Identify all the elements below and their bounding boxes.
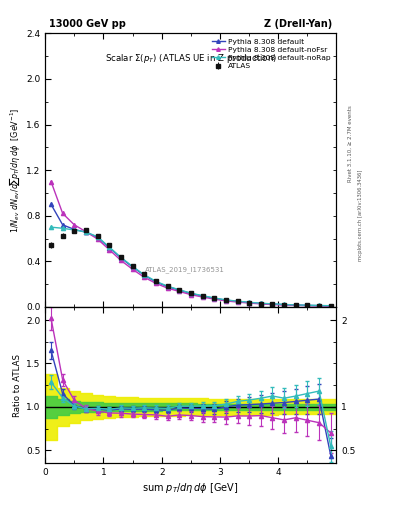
Pythia 8.308 default-noFsr (224, 298, 228, 304)
Pythia 8.308 default-noRap (317, 303, 321, 309)
Pythia 8.308 default-noFsr (165, 285, 170, 291)
Pythia 8.308 default (142, 272, 147, 279)
Pythia 8.308 default (177, 287, 182, 293)
Text: Z (Drell-Yan): Z (Drell-Yan) (264, 18, 332, 29)
Text: ATLAS_2019_I1736531: ATLAS_2019_I1736531 (145, 266, 225, 273)
Pythia 8.308 default (317, 303, 321, 309)
Pythia 8.308 default-noFsr (282, 302, 286, 308)
Pythia 8.308 default (72, 226, 77, 232)
Pythia 8.308 default-noFsr (107, 247, 112, 253)
Pythia 8.308 default-noFsr (200, 294, 205, 300)
Pythia 8.308 default (294, 302, 298, 308)
Pythia 8.308 default-noRap (224, 297, 228, 303)
Legend: Pythia 8.308 default, Pythia 8.308 default-noFsr, Pythia 8.308 default-noRap, AT: Pythia 8.308 default, Pythia 8.308 defau… (209, 35, 334, 72)
Pythia 8.308 default-noFsr (329, 303, 333, 309)
Pythia 8.308 default-noRap (165, 283, 170, 289)
Pythia 8.308 default-noRap (49, 224, 53, 230)
Pythia 8.308 default (119, 255, 123, 261)
Text: Rivet 3.1.10, ≥ 2.7M events: Rivet 3.1.10, ≥ 2.7M events (348, 105, 353, 182)
Pythia 8.308 default-noFsr (235, 299, 240, 305)
Pythia 8.308 default-noFsr (84, 229, 88, 235)
Pythia 8.308 default (212, 295, 217, 302)
Pythia 8.308 default (84, 229, 88, 236)
Pythia 8.308 default-noFsr (49, 179, 53, 185)
Pythia 8.308 default (270, 301, 275, 307)
Pythia 8.308 default (189, 290, 193, 296)
Pythia 8.308 default-noFsr (247, 300, 252, 306)
Pythia 8.308 default-noRap (235, 298, 240, 304)
Line: Pythia 8.308 default-noRap: Pythia 8.308 default-noRap (49, 225, 333, 308)
Pythia 8.308 default-noRap (305, 302, 310, 308)
Pythia 8.308 default-noRap (119, 254, 123, 261)
Pythia 8.308 default-noRap (84, 229, 88, 235)
X-axis label: sum $p_T/d\eta\,d\phi$ [GeV]: sum $p_T/d\eta\,d\phi$ [GeV] (142, 481, 239, 496)
Pythia 8.308 default (165, 284, 170, 290)
Line: Pythia 8.308 default: Pythia 8.308 default (49, 202, 333, 308)
Pythia 8.308 default-noFsr (305, 303, 310, 309)
Pythia 8.308 default-noFsr (130, 266, 135, 272)
Text: Scalar $\Sigma(p_T)$ (ATLAS UE in Z production): Scalar $\Sigma(p_T)$ (ATLAS UE in Z prod… (105, 52, 277, 66)
Pythia 8.308 default (107, 245, 112, 251)
Pythia 8.308 default-noFsr (212, 296, 217, 302)
Text: mcplots.cern.ch [arXiv:1306.3436]: mcplots.cern.ch [arXiv:1306.3436] (358, 169, 363, 261)
Text: 13000 GeV pp: 13000 GeV pp (49, 18, 126, 29)
Pythia 8.308 default (329, 303, 333, 309)
Pythia 8.308 default-noRap (142, 272, 147, 278)
Pythia 8.308 default (305, 302, 310, 308)
Pythia 8.308 default (95, 234, 100, 241)
Pythia 8.308 default-noRap (107, 244, 112, 250)
Pythia 8.308 default-noFsr (142, 274, 147, 281)
Pythia 8.308 default-noFsr (317, 303, 321, 309)
Pythia 8.308 default-noRap (270, 301, 275, 307)
Pythia 8.308 default-noRap (189, 290, 193, 296)
Pythia 8.308 default (235, 298, 240, 305)
Pythia 8.308 default-noRap (72, 227, 77, 233)
Pythia 8.308 default-noRap (200, 292, 205, 298)
Pythia 8.308 default-noFsr (119, 258, 123, 264)
Pythia 8.308 default-noRap (130, 263, 135, 269)
Y-axis label: $1/N_{ev}\ dN_{ev}/d\!\sum\! p_T/d\eta\,d\phi\ \ [\mathrm{GeV}^{-1}]$: $1/N_{ev}\ dN_{ev}/d\!\sum\! p_T/d\eta\,… (8, 108, 22, 233)
Line: Pythia 8.308 default-noFsr: Pythia 8.308 default-noFsr (49, 179, 333, 308)
Pythia 8.308 default-noFsr (154, 280, 158, 286)
Pythia 8.308 default-noRap (95, 234, 100, 240)
Pythia 8.308 default (282, 302, 286, 308)
Pythia 8.308 default-noFsr (259, 301, 263, 307)
Pythia 8.308 default (49, 201, 53, 207)
Pythia 8.308 default-noFsr (95, 236, 100, 242)
Pythia 8.308 default-noFsr (177, 288, 182, 294)
Pythia 8.308 default-noRap (259, 300, 263, 306)
Pythia 8.308 default-noFsr (189, 291, 193, 297)
Pythia 8.308 default (154, 279, 158, 285)
Pythia 8.308 default (130, 264, 135, 270)
Pythia 8.308 default (224, 297, 228, 303)
Pythia 8.308 default (60, 222, 65, 228)
Y-axis label: Ratio to ATLAS: Ratio to ATLAS (13, 354, 22, 417)
Pythia 8.308 default-noRap (329, 303, 333, 309)
Pythia 8.308 default (200, 293, 205, 299)
Pythia 8.308 default-noRap (294, 302, 298, 308)
Pythia 8.308 default-noRap (212, 295, 217, 301)
Pythia 8.308 default-noRap (60, 225, 65, 231)
Pythia 8.308 default-noRap (282, 302, 286, 308)
Pythia 8.308 default-noFsr (270, 302, 275, 308)
Pythia 8.308 default-noRap (177, 287, 182, 293)
Pythia 8.308 default (259, 301, 263, 307)
Pythia 8.308 default (247, 300, 252, 306)
Pythia 8.308 default-noFsr (72, 222, 77, 228)
Pythia 8.308 default-noFsr (294, 302, 298, 308)
Pythia 8.308 default-noRap (247, 299, 252, 305)
Pythia 8.308 default-noFsr (60, 210, 65, 217)
Pythia 8.308 default-noRap (154, 278, 158, 284)
